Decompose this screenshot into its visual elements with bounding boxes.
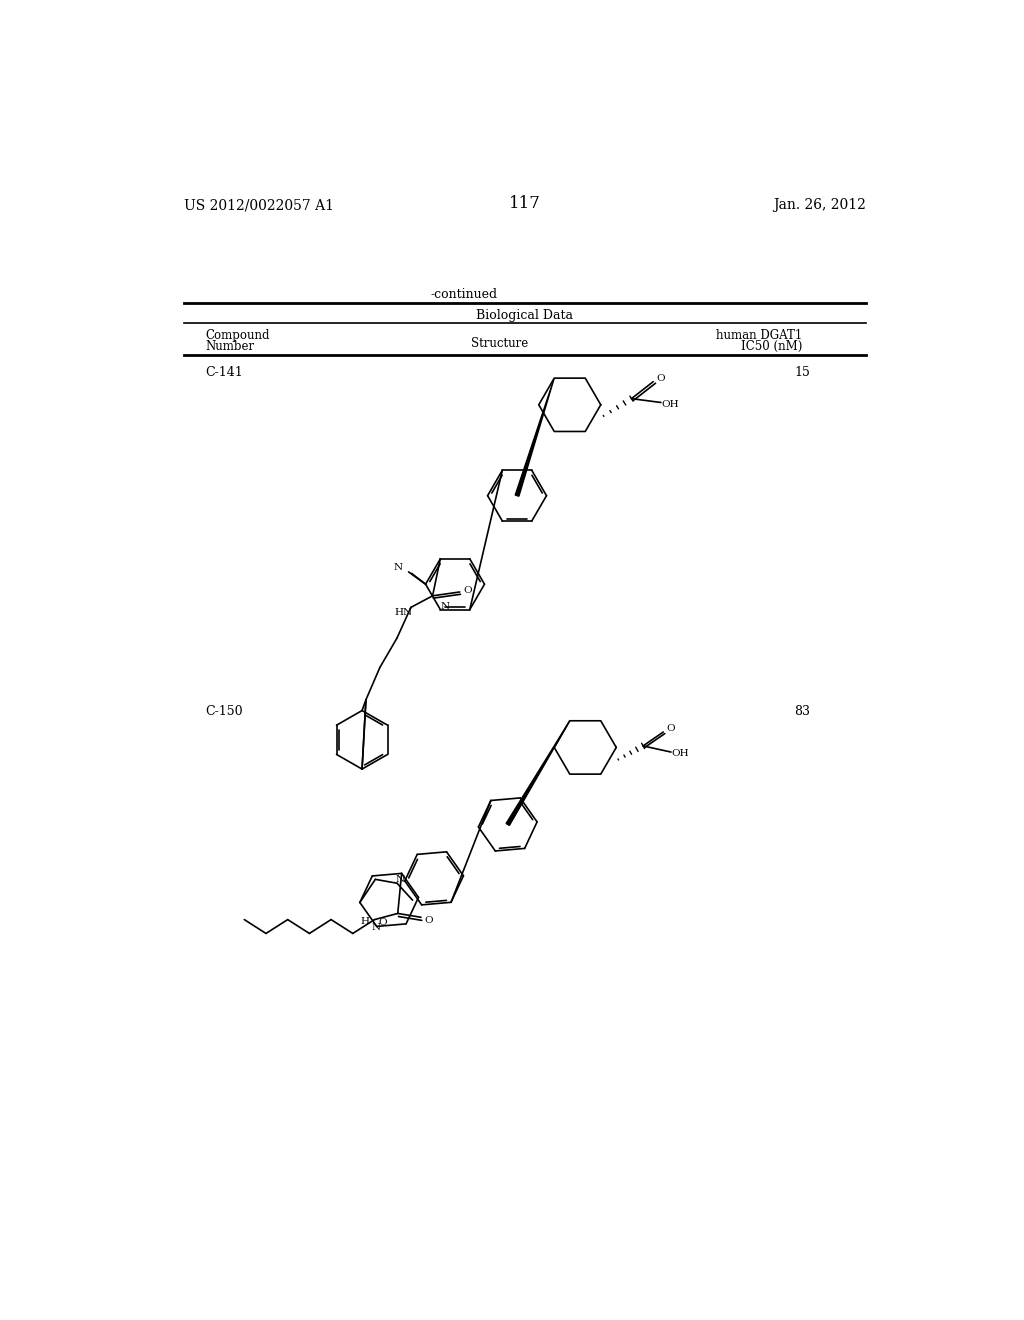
Text: human DGAT1: human DGAT1 xyxy=(716,330,802,342)
Text: C-150: C-150 xyxy=(206,705,243,718)
Text: 15: 15 xyxy=(795,367,810,379)
Text: H: H xyxy=(360,916,370,925)
Text: Number: Number xyxy=(206,341,255,354)
Text: O: O xyxy=(379,919,387,927)
Polygon shape xyxy=(506,721,569,825)
Text: US 2012/0022057 A1: US 2012/0022057 A1 xyxy=(183,198,334,213)
Text: OH: OH xyxy=(662,400,679,408)
Text: O: O xyxy=(463,586,472,595)
Text: 83: 83 xyxy=(795,705,811,718)
Text: 117: 117 xyxy=(509,195,541,213)
Text: O: O xyxy=(656,374,666,383)
Text: -continued: -continued xyxy=(430,288,498,301)
Text: N: N xyxy=(395,875,404,884)
Text: N: N xyxy=(394,562,403,572)
Text: OH: OH xyxy=(672,750,689,758)
Text: Biological Data: Biological Data xyxy=(476,309,573,322)
Text: N: N xyxy=(440,602,450,611)
Text: O: O xyxy=(424,916,433,925)
Polygon shape xyxy=(515,378,554,496)
Text: Structure: Structure xyxy=(471,337,528,350)
Text: Compound: Compound xyxy=(206,330,270,342)
Text: N: N xyxy=(372,923,381,932)
Text: IC50 (nM): IC50 (nM) xyxy=(741,341,802,354)
Text: O: O xyxy=(666,725,675,734)
Text: Jan. 26, 2012: Jan. 26, 2012 xyxy=(773,198,866,213)
Text: HN: HN xyxy=(394,607,413,616)
Text: C-141: C-141 xyxy=(206,367,244,379)
